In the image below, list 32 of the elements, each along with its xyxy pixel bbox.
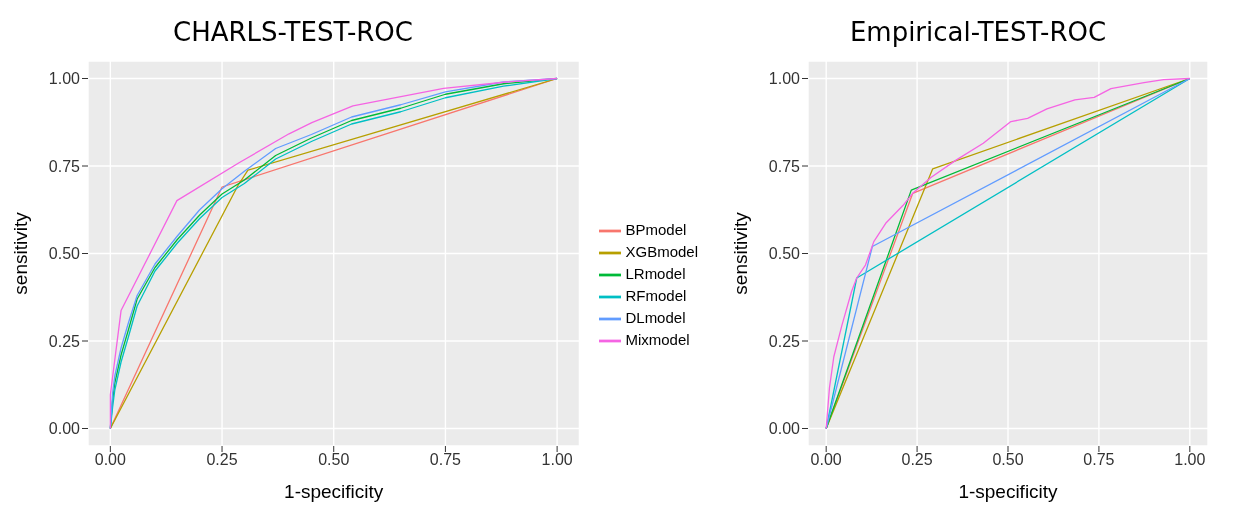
legend-label: LRmodel: [625, 264, 686, 282]
y-tick-label: 0.75: [768, 157, 801, 175]
x-tick-label: 1.00: [541, 451, 573, 469]
y-tick-label: 1.00: [48, 70, 81, 88]
y-tick-label: 0.75: [48, 157, 81, 175]
chart-title: Empirical-TEST-ROC: [848, 16, 1108, 49]
x-tick-label: 0.50: [318, 451, 350, 469]
legend-label: DLmodel: [625, 308, 686, 326]
y-tick-label: 0.50: [48, 245, 81, 263]
y-tick-label: 0.25: [768, 332, 801, 350]
legend-label: Mixmodel: [625, 330, 690, 348]
x-tick-label: 0.25: [206, 451, 238, 469]
y-tick-label: 0.00: [768, 420, 801, 438]
x-axis-title: 1-specificity: [284, 481, 384, 502]
y-axis-title: sensitivity: [9, 211, 31, 295]
x-tick-label: 0.00: [810, 451, 842, 469]
chart-title: CHARLS-TEST-ROC: [172, 16, 414, 49]
legend-label: BPmodel: [625, 220, 687, 238]
x-tick-label: 0.25: [901, 451, 933, 469]
legend-label: RFmodel: [625, 286, 687, 304]
x-tick-label: 0.75: [1083, 451, 1115, 469]
y-tick-label: 1.00: [768, 70, 801, 88]
y-tick-label: 0.50: [768, 245, 801, 263]
y-tick-label: 0.00: [48, 420, 81, 438]
x-tick-label: 0.50: [992, 451, 1024, 469]
legend-label: XGBmodel: [625, 242, 698, 260]
x-tick-label: 1.00: [1174, 451, 1206, 469]
x-axis-title: 1-specificity: [958, 481, 1059, 502]
y-tick-label: 0.25: [48, 332, 81, 350]
x-tick-label: 0.00: [94, 451, 127, 469]
x-tick-label: 0.75: [429, 451, 462, 469]
y-axis-title: sensitivity: [729, 211, 751, 295]
